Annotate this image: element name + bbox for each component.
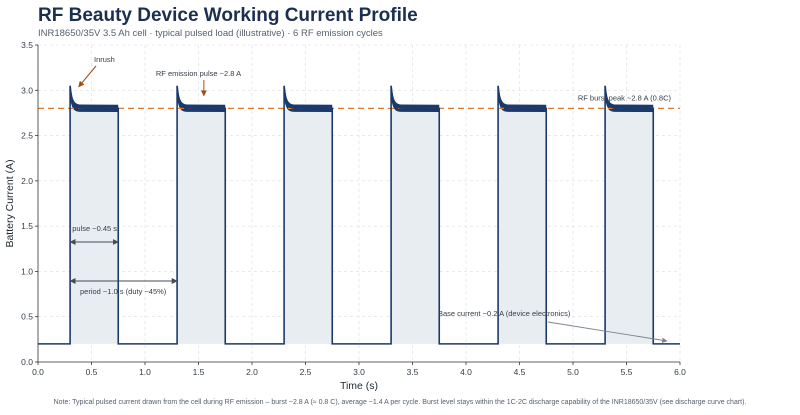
x-tick-label: 5.5 [621,367,633,377]
y-tick-label: 0.5 [21,312,33,322]
burst-band [605,85,654,113]
base-current-annotation: Base current ~0.2 A (device electronics) [438,309,571,318]
burst-band [498,85,547,113]
base-current-arrow [547,321,668,343]
burst-peak-label: RF burst peak ~2.8 A (0.8C) [578,93,672,102]
pulse-fill [605,108,654,344]
x-axis-label: Time (s) [340,380,378,392]
y-axis-ticks: 0.0 0.5 1.0 1.5 2.0 2.5 3.0 3.5 [21,40,38,367]
x-tick-label: 2.0 [246,367,258,377]
y-tick-label: 2.5 [21,131,33,141]
chart-title: RF Beauty Device Working Current Profile [38,5,418,26]
y-tick-label: 2.0 [21,176,33,186]
y-tick-label: 3.0 [21,85,33,95]
burst-band [391,85,440,113]
pulse-fill [177,108,226,344]
burst-band [284,85,333,113]
inrush-arrow [78,65,97,88]
x-axis-ticks: 0.0 0.5 1.0 1.5 2.0 2.5 3.0 3.5 4.0 4.5 5.0 5.5 6.0 [32,362,686,377]
burst-bands [70,85,654,113]
burst-band [70,85,119,113]
inrush-annotation: Inrush [94,55,115,64]
y-axis-label: Battery Current (A) [4,159,16,247]
pulse-fill [284,108,333,344]
x-tick-label: 3.0 [353,367,365,377]
pulse-fill [498,108,547,344]
chart-footnote: Note: Typical pulsed current drawn from … [53,399,747,406]
x-tick-label: 0.5 [86,367,98,377]
pulse-width-annotation: pulse ~0.45 s [72,224,117,233]
burst-band [177,85,226,113]
x-tick-label: 1.0 [139,367,151,377]
x-tick-label: 0.0 [32,367,44,377]
x-tick-label: 2.5 [300,367,312,377]
current-waveform-line [38,85,680,345]
x-tick-label: 4.0 [460,367,472,377]
x-tick-label: 1.5 [193,367,205,377]
rf-pulse-annotation: RF emission pulse ~2.8 A [156,69,241,78]
x-tick-label: 6.0 [674,367,686,377]
pulse-fill-areas [70,108,654,344]
y-tick-label: 0.0 [21,357,33,367]
y-tick-label: 1.5 [21,221,33,231]
period-annotation: period ~1.0 s (duty ~45%) [80,287,167,296]
x-tick-label: 5.0 [567,367,579,377]
y-tick-label: 1.0 [21,266,33,276]
pulse-fill [391,108,440,344]
x-tick-label: 4.5 [514,367,526,377]
pulse-fill [70,108,119,344]
x-tick-label: 3.5 [407,367,419,377]
chart-subtitle: INR18650/35V 3.5 Ah cell · typical pulse… [38,28,383,39]
y-tick-label: 3.5 [21,40,33,50]
